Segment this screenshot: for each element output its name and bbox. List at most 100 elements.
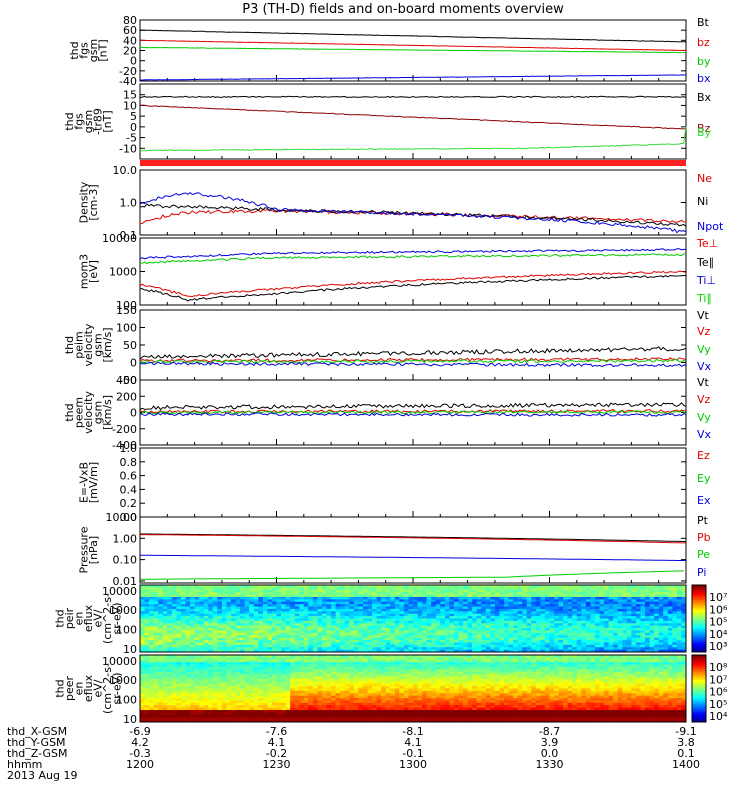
footer-date: 2013 Aug 19: [7, 769, 77, 782]
legend-entry: Pt: [697, 514, 709, 527]
footer-value: 4.2: [131, 736, 149, 749]
footer-value: -6.9: [129, 725, 150, 738]
y-axis-label-line: sr-eV): [111, 602, 124, 634]
y-tick-label: 400: [116, 374, 137, 387]
y-tick-label: 0: [130, 121, 137, 134]
panel-frame: [139, 584, 687, 653]
footer-value: -8.1: [402, 725, 423, 738]
series-line-Npot: [139, 191, 687, 234]
y-axis-label-line: peir: [63, 607, 76, 629]
y-tick-label: 0.4: [120, 483, 138, 496]
legend-entry: Ti∥: [696, 292, 712, 305]
footer-value: 1400: [672, 758, 700, 771]
y-tick-label: 20: [123, 45, 137, 58]
y-axis-label-line: gsm: [92, 401, 105, 424]
y-tick-label: 0.8: [120, 456, 138, 469]
footer-label: thd_Y-GSM: [7, 736, 66, 749]
y-tick-label: 100: [116, 322, 137, 335]
y-tick-label: 0.2: [120, 497, 138, 510]
y-tick-label: 100: [116, 299, 137, 312]
legend-entry: Te∥: [696, 256, 714, 269]
panel-4: 10000 1000 100 mom3[eV] Te⊥ Te∥ Ti⊥ Ti∥: [77, 232, 718, 312]
panel-frame: [139, 654, 687, 723]
legend-entry: Ex: [697, 494, 711, 507]
chart-title: P3 (TH-D) fields and on-board moments ov…: [242, 2, 564, 17]
y-tick-label: -40: [119, 75, 137, 88]
footer-value: -9.1: [675, 725, 696, 738]
y-axis-label: E=-VxB[mV/m]: [77, 462, 100, 503]
series-line-bz: [140, 39, 687, 52]
legend-entry: Bt: [697, 16, 710, 29]
series-line-Pt: [140, 533, 687, 543]
colorbar-label: 10⁵: [709, 616, 727, 629]
series-line-Ni: [139, 203, 687, 227]
y-tick-label: 1.00: [113, 532, 138, 545]
y-axis-label-line: eV/: [92, 679, 105, 697]
y-tick-label: 1.0: [120, 442, 138, 455]
y-tick-label: 1000: [109, 604, 137, 617]
y-axis-label-line: velocity: [82, 323, 95, 366]
series-line-Vy: [139, 358, 687, 364]
y-axis-label-line: [nPa]: [87, 536, 100, 564]
series-line-Pe: [140, 570, 684, 580]
series-line-Vz: [139, 357, 687, 363]
legend-entry: Vt: [697, 376, 710, 389]
y-tick-label: 0: [130, 357, 137, 370]
y-tick-label: 0.01: [113, 575, 138, 588]
legend-entry: By: [697, 126, 712, 139]
footer-value: -7.6: [266, 725, 287, 738]
series-line-by: [139, 46, 686, 54]
footer-value: 0.1: [677, 747, 695, 760]
y-tick-label: -20: [119, 65, 137, 78]
y-axis-label-line: gsm: [92, 333, 105, 356]
footer-label: hhmm: [7, 758, 42, 771]
y-tick-label: -10: [119, 142, 137, 155]
y-tick-label: 60: [123, 24, 137, 37]
legend-entry: Ti⊥: [696, 274, 716, 287]
footer-value: 3.8: [677, 736, 695, 749]
y-tick-label: 1000: [109, 266, 137, 279]
panel-10: 10000100010010thdpeerenefluxeV/(cm^2-s-s…: [54, 654, 728, 726]
y-tick-label: 0: [130, 407, 137, 420]
colorbar-label: 10⁶: [709, 603, 728, 616]
series-line-bx: [139, 74, 687, 81]
panel-3: 10.0 1.0 0.1 Density[cm-3] Ne Ni Npot: [77, 164, 724, 242]
y-tick-label: 10: [123, 713, 137, 726]
y-tick-label: 10.0: [113, 164, 138, 177]
legend-entry: Ez: [697, 449, 710, 462]
spectrogram: [140, 585, 687, 653]
y-tick-label: 150: [116, 304, 137, 317]
y-tick-label: 1000: [109, 674, 137, 687]
y-tick-label: 10000: [102, 585, 137, 598]
series-line-Ne: [139, 208, 687, 225]
colorbar-label: 10⁵: [709, 698, 727, 711]
footer-value: 1230: [263, 758, 291, 771]
panels: 806040200-20-40thdfgsgsm[nT]Btbzbybx1510…: [54, 14, 728, 726]
footer-value: 3.9: [541, 736, 559, 749]
y-axis-label: Pressure[nPa]: [77, 526, 100, 573]
y-axis-label-line: [km/s]: [101, 395, 114, 430]
y-axis-label-line: eflux: [82, 604, 95, 632]
y-tick-label: 10000: [102, 232, 137, 245]
series-line-Ti⊥: [139, 248, 687, 260]
legend-entry: Vx: [697, 360, 712, 373]
y-axis-label-line: thd: [63, 112, 76, 130]
y-axis-label: mom3[eV]: [77, 254, 100, 289]
series-line-Vx: [139, 412, 687, 417]
series-line-Vy: [139, 410, 687, 415]
y-axis-label-line: sr-eV): [111, 672, 124, 704]
y-tick-label: 0.10: [113, 554, 138, 567]
legend-entry: Bx: [697, 91, 712, 104]
y-axis-label-line: gsm: [82, 110, 95, 133]
y-axis-label: Density[cm-3]: [77, 181, 100, 223]
